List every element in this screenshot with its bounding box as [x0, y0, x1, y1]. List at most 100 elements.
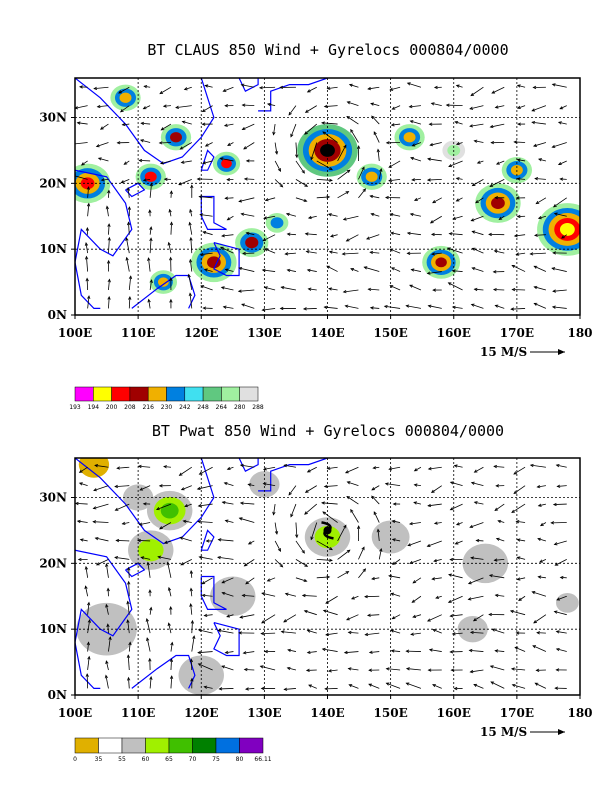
wind-arrowhead	[489, 124, 494, 129]
wind-vector	[410, 157, 422, 162]
wind-arrowhead	[183, 87, 188, 91]
wind-arrowhead	[290, 513, 294, 518]
wind-vector	[316, 160, 333, 171]
wind-arrowhead	[427, 304, 432, 308]
wind-arrowhead	[514, 646, 519, 650]
wind-arrowhead	[327, 669, 332, 673]
wind-arrowhead	[494, 105, 499, 109]
wind-arrowhead	[489, 183, 494, 187]
wind-arrowhead	[198, 471, 203, 475]
colorbar-swatch	[111, 386, 131, 402]
wind-arrowhead	[217, 538, 222, 542]
wind-vector	[184, 86, 192, 90]
wind-vector	[517, 539, 526, 542]
wind-arrowhead	[304, 563, 309, 567]
wind-arrowhead	[93, 488, 97, 492]
wind-vector	[406, 682, 422, 689]
wind-arrowhead	[392, 502, 397, 506]
wind-vector	[390, 248, 401, 254]
wind-vector	[262, 234, 276, 242]
wind-vector	[197, 485, 213, 490]
wind-arrowhead	[283, 619, 287, 623]
wind-vector	[204, 268, 213, 272]
wind-arrowhead	[469, 524, 474, 529]
wind-vector	[75, 105, 88, 109]
y-tick-label: 0N	[48, 308, 67, 322]
wind-vector	[472, 179, 484, 186]
wind-vector	[221, 286, 234, 291]
wind-arrowhead	[490, 681, 495, 685]
wind-arrowhead	[405, 667, 410, 671]
colorbar-label: 200	[106, 404, 118, 411]
wind-vector	[495, 305, 505, 309]
wind-vector	[428, 305, 442, 309]
wind-arrowhead	[390, 123, 395, 127]
wind-vector	[411, 269, 422, 272]
wind-arrowhead	[373, 131, 377, 135]
wind-vector	[87, 602, 90, 615]
wind-arrowhead	[159, 90, 164, 95]
wind-arrowhead	[96, 104, 101, 109]
wind-arrowhead	[391, 519, 396, 524]
wind-vector	[246, 232, 255, 236]
wind-arrowhead	[240, 83, 245, 87]
wind-vector	[87, 642, 89, 652]
wind-arrowhead	[201, 122, 206, 126]
wind-vector	[241, 84, 255, 88]
wind-vector	[409, 284, 422, 291]
x-tick-label: 110E	[121, 706, 155, 720]
wind-arrowhead	[107, 278, 111, 283]
wind-arrowhead	[511, 264, 516, 268]
wind-vector	[218, 629, 234, 634]
wind-arrowhead	[516, 105, 521, 109]
wind-arrowhead	[350, 268, 354, 272]
wind-vector	[511, 308, 526, 310]
wind-vector	[350, 268, 359, 272]
colorbar-swatch	[239, 737, 264, 754]
wind-vector	[137, 540, 151, 542]
wind-arrowhead	[76, 519, 81, 524]
wind-arrowhead	[329, 178, 333, 182]
wind-arrowhead	[188, 292, 192, 297]
wind-vector	[517, 105, 526, 109]
wind-vector	[115, 503, 130, 511]
wind-arrowhead	[226, 177, 231, 182]
wind-vector	[182, 121, 192, 125]
wind-arrowhead	[426, 543, 431, 547]
wind-arrowhead	[142, 178, 147, 182]
wind-vector	[242, 104, 255, 107]
wind-vector	[342, 252, 359, 255]
wind-vector	[452, 270, 463, 272]
panel2-title: BT Pwat 850 Wind + Gyrelocs 000804/0000	[152, 422, 504, 440]
wind-arrowhead	[533, 265, 538, 269]
wind-arrowhead	[305, 668, 310, 672]
wind-arrowhead	[239, 501, 244, 505]
wind-arrowhead	[241, 103, 246, 107]
panel2-axes: 100E 110E 120E 130E 140E 150E 160E 170E 180 0N 10N…	[39, 457, 593, 720]
shade-cell	[160, 502, 179, 519]
wind-arrowhead	[149, 182, 153, 187]
wind-arrowhead	[87, 655, 91, 660]
wind-vector	[238, 289, 255, 292]
wind-vector	[75, 502, 88, 505]
wind-vector	[473, 614, 484, 622]
wind-arrowhead	[488, 574, 493, 578]
wind-arrowhead	[149, 237, 153, 242]
wind-arrowhead	[473, 501, 478, 505]
wind-vector	[454, 465, 463, 468]
wind-arrowhead	[518, 597, 522, 602]
wind-vector	[290, 123, 297, 137]
wind-arrowhead	[304, 232, 309, 236]
wind-vector	[127, 601, 130, 615]
wind-vector	[556, 648, 567, 652]
wind-arrowhead	[247, 541, 252, 545]
colorbar-label: 216	[142, 404, 154, 411]
wind-arrowhead	[368, 668, 372, 672]
wind-vector	[469, 123, 484, 127]
wind-vector	[490, 665, 505, 671]
wind-vector	[168, 587, 172, 597]
wind-vector	[358, 188, 366, 199]
wind-arrowhead	[192, 635, 196, 639]
wind-arrowhead	[93, 86, 98, 91]
wind-vector	[532, 645, 547, 652]
